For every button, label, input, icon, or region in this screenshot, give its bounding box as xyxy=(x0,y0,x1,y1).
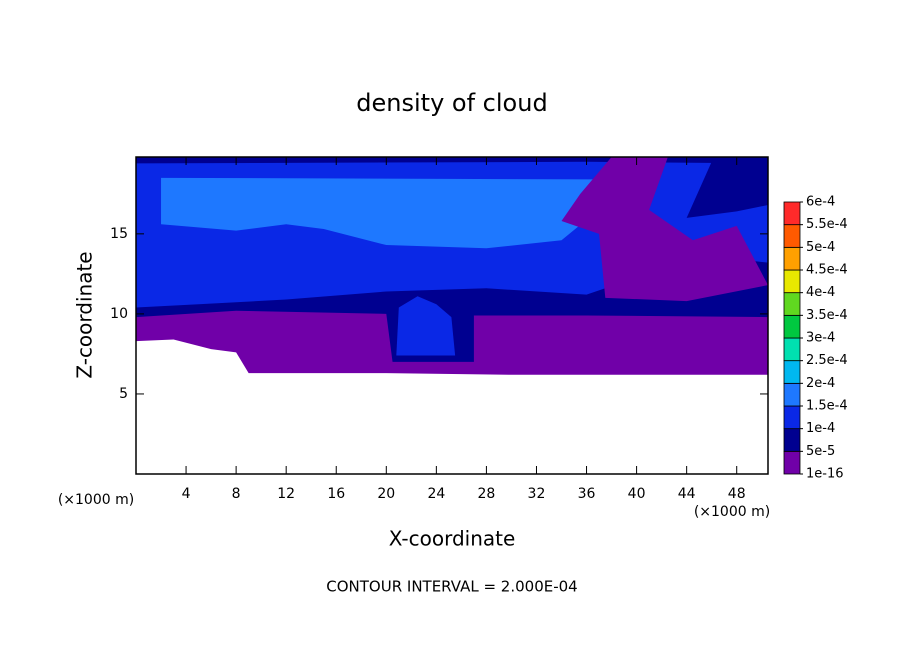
colorbar-label: 1.5e-4 xyxy=(806,399,848,414)
x-tick-label: 48 xyxy=(728,486,746,502)
colorbar-box xyxy=(783,224,801,248)
colorbar-box xyxy=(783,337,801,362)
colorbar-label: 4e-4 xyxy=(806,285,835,300)
x-tick-label: 20 xyxy=(377,486,395,502)
y-unit: (×1000 m) xyxy=(58,492,134,508)
colorbar-box xyxy=(783,405,801,430)
y-tick-label: 10 xyxy=(110,306,128,322)
footer: CONTOUR INTERVAL = 2.000E-04 xyxy=(326,578,577,596)
contour-region xyxy=(161,177,593,249)
colorbar-box xyxy=(783,314,801,339)
colorbar-label: 3e-4 xyxy=(806,331,835,346)
colorbar-box xyxy=(783,382,801,407)
x-tick-label: 28 xyxy=(478,486,496,502)
colorbar-label: 2e-4 xyxy=(806,376,835,391)
colorbar-label: 5.5e-4 xyxy=(806,217,848,232)
x-tick-label: 8 xyxy=(232,486,241,502)
colorbar-label: 2.5e-4 xyxy=(806,353,848,368)
colorbar-label: 6e-4 xyxy=(806,195,835,210)
colorbar-label: 3.5e-4 xyxy=(806,308,848,323)
colorbar-label: 5e-4 xyxy=(806,240,835,255)
x-axis-label: X-coordinate xyxy=(389,527,516,551)
colorbar-box xyxy=(783,292,801,316)
colorbar-label: 5e-5 xyxy=(806,444,835,459)
contour-region xyxy=(686,160,768,218)
colorbar-box xyxy=(783,246,801,271)
contour-region xyxy=(396,296,456,356)
x-tick-label: 24 xyxy=(427,486,445,502)
colorbar-label: 4.5e-4 xyxy=(806,263,848,278)
colorbar-box xyxy=(783,360,801,384)
y-tick-label: 5 xyxy=(119,386,128,402)
x-tick-label: 32 xyxy=(528,486,546,502)
x-tick-label: 12 xyxy=(277,486,295,502)
y-axis-label: Z-coordinate xyxy=(73,251,97,378)
x-tick-label: 40 xyxy=(628,486,646,502)
colorbar-box xyxy=(783,428,801,452)
plot-frame xyxy=(135,156,769,475)
colorbar-box xyxy=(783,269,801,294)
chart-title: density of cloud xyxy=(356,89,547,117)
x-tick-label: 36 xyxy=(578,486,596,502)
contour-region xyxy=(561,157,768,302)
x-tick-label: 44 xyxy=(678,486,696,502)
y-tick-label: 15 xyxy=(110,226,128,242)
colorbar-label: 1e-16 xyxy=(806,467,844,482)
x-tick-label: 16 xyxy=(327,486,345,502)
colorbar-label: 1e-4 xyxy=(806,421,835,436)
x-tick-label: 4 xyxy=(182,486,191,502)
colorbar-box xyxy=(783,201,801,226)
colorbar-box xyxy=(783,450,801,475)
x-unit: (×1000 m) xyxy=(694,504,770,520)
